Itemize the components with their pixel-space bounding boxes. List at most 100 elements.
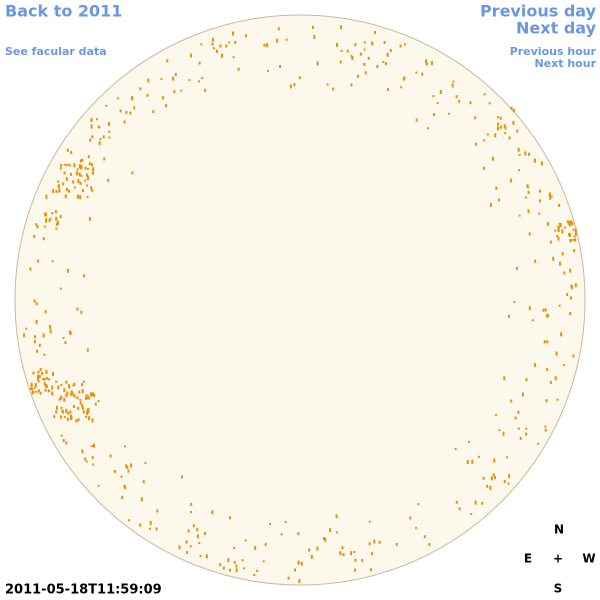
facula-speck	[43, 377, 46, 381]
facula-speck	[451, 83, 454, 88]
facula-speck	[142, 480, 145, 484]
facula-speck	[60, 434, 63, 437]
facula-speck	[54, 210, 57, 214]
facula-speck	[524, 151, 527, 156]
facula-speck	[90, 186, 93, 190]
facula-speck	[415, 118, 418, 122]
facula-speck	[486, 133, 489, 136]
facula-speck	[363, 41, 366, 44]
facula-speck	[335, 531, 338, 534]
facula-speck	[556, 235, 559, 238]
next-hour-link[interactable]: Next hour	[535, 57, 597, 70]
facula-speck	[232, 56, 235, 59]
facula-speck	[144, 461, 147, 464]
facula-speck	[525, 427, 528, 430]
facula-speck	[155, 527, 158, 531]
facula-speck	[225, 44, 228, 48]
facula-speck	[51, 391, 54, 396]
facula-speck	[37, 259, 40, 263]
facula-speck	[200, 43, 203, 46]
facula-speck	[94, 402, 97, 406]
facula-speck	[546, 221, 549, 226]
facula-speck	[497, 122, 500, 126]
facula-speck	[65, 394, 68, 397]
facula-speck	[351, 56, 354, 61]
facula-speck	[80, 159, 82, 163]
facula-speck	[166, 59, 169, 63]
facula-speck	[34, 340, 36, 344]
facula-speck	[386, 87, 389, 91]
previous-hour-link[interactable]: Previous hour	[510, 45, 597, 58]
facula-speck	[35, 223, 38, 227]
facula-speck	[300, 561, 303, 566]
facula-speck	[548, 192, 551, 197]
facula-speck	[474, 500, 477, 505]
facula-speck	[404, 43, 406, 46]
facula-speck	[385, 62, 387, 66]
facula-speck	[557, 225, 560, 229]
facula-speck	[498, 429, 501, 432]
facula-speck	[563, 271, 566, 275]
facula-speck	[503, 480, 506, 483]
facula-speck	[432, 95, 435, 97]
facula-speck	[506, 456, 509, 459]
facula-speck	[490, 476, 493, 481]
facula-speck	[340, 25, 343, 30]
facula-speck	[517, 427, 520, 430]
facula-speck	[62, 337, 65, 340]
facula-speck	[83, 380, 85, 383]
facula-speck	[63, 171, 66, 175]
facula-speck	[544, 425, 547, 428]
facula-speck	[245, 34, 247, 38]
facula-speck	[77, 179, 80, 184]
facula-speck	[51, 385, 54, 390]
facula-speck	[277, 27, 280, 31]
facula-speck	[205, 554, 208, 559]
facula-speck	[561, 229, 564, 234]
facula-speck	[92, 167, 95, 172]
facula-speck	[335, 514, 338, 519]
facula-speck	[87, 176, 89, 181]
facula-speck	[85, 415, 87, 418]
facula-speck	[489, 202, 492, 207]
facula-speck	[316, 546, 319, 551]
back-link[interactable]: Back to 2011	[5, 2, 122, 21]
facula-speck	[256, 569, 258, 572]
facula-speck	[107, 178, 110, 182]
facula-speck	[232, 31, 234, 36]
facula-speck	[93, 394, 96, 397]
facula-speck	[495, 186, 498, 190]
facula-speck	[354, 568, 356, 572]
facula-speck	[96, 118, 98, 121]
facula-speck	[65, 380, 68, 384]
facula-speck	[133, 106, 136, 110]
facula-speck	[81, 404, 83, 408]
facula-speck	[354, 558, 357, 562]
facula-speck	[368, 542, 371, 546]
facula-speck	[433, 113, 436, 117]
facula-speck	[428, 543, 431, 547]
facula-speck	[294, 568, 296, 572]
facula-speck	[71, 391, 74, 396]
facula-speck	[63, 397, 66, 402]
facula-speck	[568, 223, 571, 227]
facula-speck	[517, 147, 520, 152]
facula-speck	[308, 548, 311, 552]
next-day-link[interactable]: Next day	[516, 19, 597, 38]
facula-speck	[534, 363, 537, 368]
facula-speck	[84, 457, 87, 461]
facula-speck	[55, 405, 58, 410]
facula-speck	[528, 152, 530, 156]
previous-day-link[interactable]: Previous day	[480, 2, 597, 21]
facula-speck	[149, 520, 152, 525]
facula-speck	[79, 181, 82, 185]
facula-speck	[86, 348, 89, 352]
facula-speck	[79, 195, 82, 200]
facula-speck	[113, 469, 116, 473]
facula-speck	[35, 390, 38, 393]
facula-speck	[495, 414, 497, 417]
facula-speck	[75, 419, 78, 423]
facular-data-link[interactable]: See facular data	[5, 45, 107, 58]
facula-speck	[470, 513, 473, 516]
facula-speck	[82, 189, 84, 193]
